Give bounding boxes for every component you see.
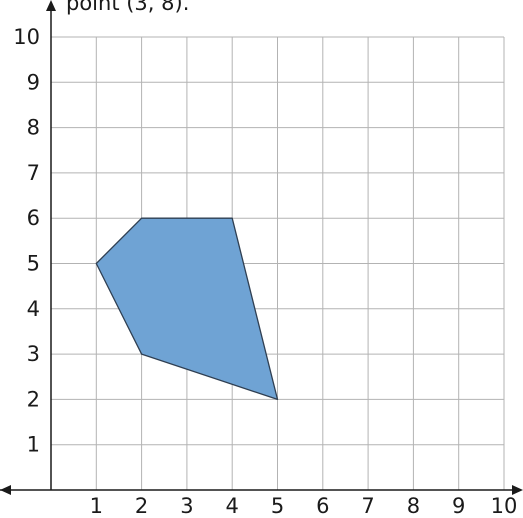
quadrilateral-shape [95,217,279,401]
x-axis-left-arrow [0,485,11,495]
x-tick-label: 5 [271,494,284,518]
figure-caption: point (3, 8). [66,0,189,15]
x-tick-label: 9 [452,494,465,518]
x-tick-label: 1 [90,494,103,518]
y-tick-label: 9 [27,70,40,94]
y-tick-label: 8 [27,116,40,140]
x-tick-label: 8 [407,494,420,518]
tick-labels: 1 2 3 4 5 6 7 8 9 10 1 2 3 4 5 6 7 8 9 10 [13,25,517,518]
shape-layer [95,217,279,401]
y-tick-label: 6 [27,206,40,230]
grid-lines [51,36,505,490]
y-tick-label: 4 [27,297,40,321]
y-axis-up-arrow [46,0,56,11]
x-tick-label: 6 [316,494,329,518]
x-tick-label: 3 [180,494,193,518]
x-tick-label: 2 [135,494,148,518]
y-tick-label: 10 [13,25,40,49]
x-axis-right-arrow [512,485,523,495]
x-tick-label: 10 [491,494,518,518]
x-tick-label: 7 [361,494,374,518]
y-tick-label: 2 [27,387,40,411]
axes-layer [0,0,523,495]
y-tick-label: 7 [27,161,40,185]
y-tick-label: 3 [27,342,40,366]
y-tick-label: 5 [27,252,40,276]
x-tick-label: 4 [226,494,239,518]
y-tick-label: 1 [27,433,40,457]
